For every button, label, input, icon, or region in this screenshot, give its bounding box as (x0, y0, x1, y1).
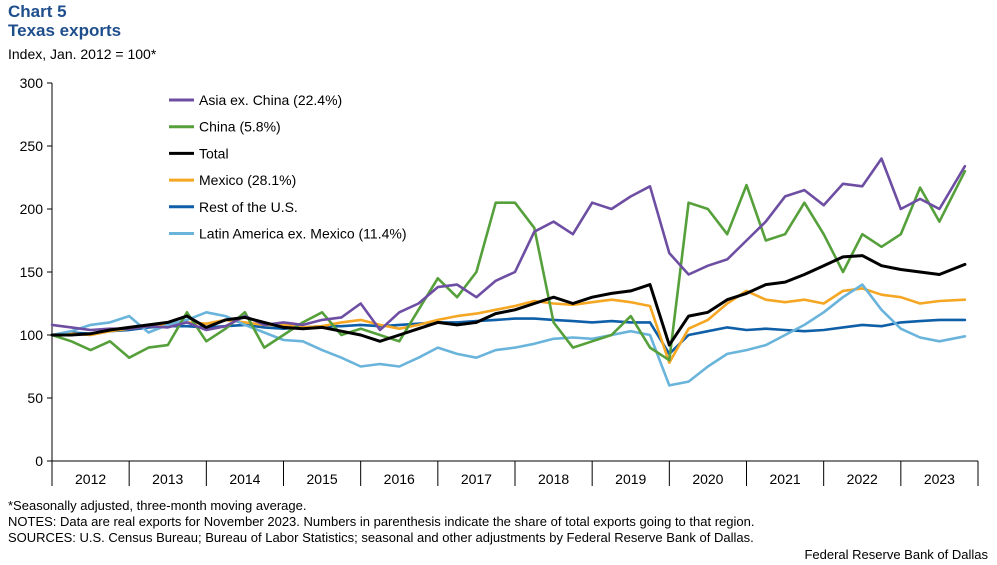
x-tick-label: 2012 (75, 471, 106, 487)
notes: NOTES: Data are real exports for Novembe… (8, 514, 755, 529)
legend-label-1: China (5.8%) (199, 119, 281, 135)
x-tick-label: 2023 (924, 471, 955, 487)
y-tick-label: 100 (20, 327, 44, 343)
y-tick-label: 300 (20, 75, 44, 91)
legend: Asia ex. China (22.4%) China (5.8%) Total M… (169, 92, 407, 242)
y-tick-label: 200 (20, 201, 44, 217)
series-line-2 (50, 254, 967, 347)
chart-area: 0 50 100 150 200 250 300 2012 2013 2014 2015 2016 20… (20, 75, 979, 487)
x-tick-label: 2014 (229, 471, 260, 487)
x-tick-label: 2020 (692, 471, 723, 487)
chart-title: Texas exports (8, 21, 122, 40)
legend-label-0: Asia ex. China (22.4%) (199, 92, 342, 108)
y-tick-label: 250 (20, 138, 44, 154)
sources: SOURCES: U.S. Census Bureau; Bureau of L… (8, 530, 754, 545)
x-tick-label: 2013 (152, 471, 183, 487)
x-tick-label: 2018 (538, 471, 569, 487)
series-line-1 (50, 169, 967, 362)
y-tick-label: 0 (35, 453, 43, 469)
chart-label: Chart 5 (8, 2, 67, 21)
legend-label-4: Rest of the U.S. (199, 199, 298, 215)
x-tick-label: 2015 (307, 471, 338, 487)
x-tick-label: 2021 (770, 471, 801, 487)
y-tick-label: 150 (20, 264, 44, 280)
chart-axes: 0 50 100 150 200 250 300 2012 2013 2014 2015 2016 20… (20, 75, 979, 487)
series-line-0 (50, 157, 967, 332)
legend-label-5: Latin America ex. Mexico (11.4%) (199, 226, 407, 242)
x-tick-label: 2017 (461, 471, 492, 487)
x-tick-label: 2022 (847, 471, 878, 487)
footnote: *Seasonally adjusted, three-month moving… (8, 498, 307, 513)
legend-label-3: Mexico (28.1%) (199, 172, 296, 188)
chart-subtitle: Index, Jan. 2012 = 100* (8, 46, 157, 62)
x-tick-label: 2016 (384, 471, 415, 487)
x-tick-label: 2019 (615, 471, 646, 487)
series-line-5 (50, 283, 967, 387)
series-line-3 (50, 287, 967, 365)
y-tick-label: 50 (27, 390, 43, 406)
series-layer (50, 157, 967, 387)
legend-label-2: Total (199, 145, 229, 161)
credit: Federal Reserve Bank of Dallas (804, 547, 988, 562)
